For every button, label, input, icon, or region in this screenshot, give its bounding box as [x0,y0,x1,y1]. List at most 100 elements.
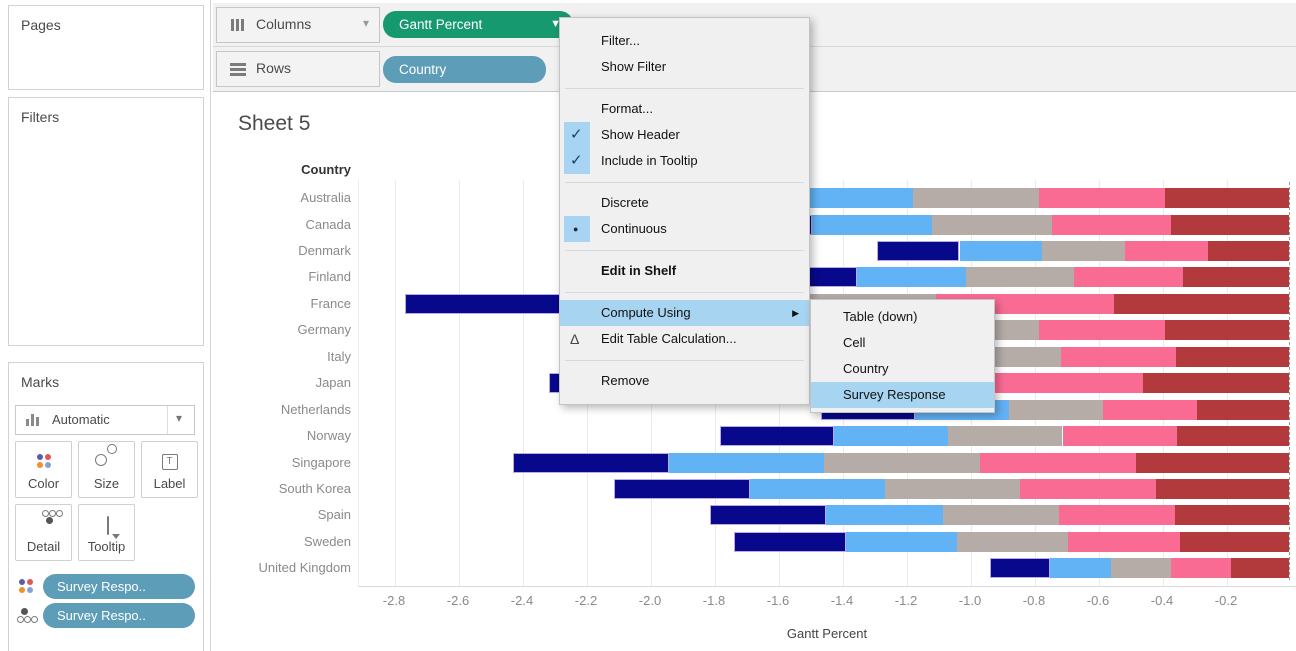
bar-segment[interactable] [1061,346,1177,367]
columns-shelf-header[interactable]: Columns ▾ [216,7,380,43]
bar-segment[interactable] [948,426,1063,446]
bar-segment[interactable] [932,214,1052,235]
gantt-percent-pill[interactable]: Gantt Percent ▼ [383,11,573,38]
country-label[interactable]: Sweden [304,533,351,549]
country-label[interactable]: Finland [308,269,351,285]
detail-button[interactable]: Detail [15,504,72,561]
submenu-item-cell[interactable]: Cell [843,335,866,350]
label-button[interactable]: T Label [141,441,198,498]
bar-segment[interactable] [1179,531,1289,552]
bar-segment[interactable] [1135,452,1289,473]
bar-segment[interactable] [513,452,669,473]
bar-segment[interactable] [942,505,1059,526]
menu-item-format[interactable]: Format... [560,96,809,122]
bar-segment[interactable] [956,531,1069,552]
bar-segment[interactable] [1176,426,1289,446]
bar-segment[interactable] [1008,399,1103,420]
bar-segment[interactable] [857,267,966,288]
country-label[interactable]: United Kingdom [258,560,352,576]
bar-segment[interactable] [1038,320,1165,341]
chevron-down-icon[interactable] [167,406,194,434]
marks-card[interactable]: Marks Automatic Color Size T Label Detai… [8,362,204,651]
tooltip-button[interactable]: Tooltip [78,504,135,561]
menu-item-show-filter[interactable]: Show Filter [560,54,809,80]
pill-menu-caret-icon[interactable]: ▼ [550,18,561,30]
bar-segment[interactable] [1051,214,1172,235]
bar-segment[interactable] [719,426,834,446]
bar-segment[interactable] [1068,531,1180,552]
pages-shelf[interactable]: Pages [8,5,204,90]
country-pill[interactable]: Country [383,56,546,83]
menu-item-filter[interactable]: Filter... [560,28,809,54]
bar-segment[interactable] [1182,267,1289,288]
marks-pill-color-survey-response[interactable]: Survey Respo.. [43,574,195,599]
bar-segment[interactable] [734,531,846,552]
country-label[interactable]: South Korea [278,480,351,496]
bar-segment[interactable] [1164,320,1289,341]
menu-item-compute-using[interactable]: Compute Using ▶ [560,300,809,326]
bar-segment[interactable] [834,426,949,446]
country-label[interactable]: Japan [315,375,351,391]
bar-segment[interactable] [1208,240,1289,261]
submenu-item-country[interactable]: Country [843,361,889,376]
bar-segment[interactable] [876,240,960,261]
bar-segment[interactable] [710,505,827,526]
country-label[interactable]: France [310,295,351,311]
menu-item-include-in-tooltip[interactable]: Include in Tooltip [560,148,809,174]
bar-segment[interactable] [614,478,750,499]
size-button[interactable]: Size [78,441,135,498]
color-button[interactable]: Color [15,441,72,498]
menu-item-continuous[interactable]: Continuous [560,216,809,242]
country-label[interactable]: Norway [306,428,351,443]
bar-segment[interactable] [1113,293,1289,314]
bar-segment[interactable] [912,188,1039,208]
country-label[interactable]: Spain [317,507,351,523]
bar-segment[interactable] [1176,346,1289,367]
bar-segment[interactable] [1125,240,1209,261]
bar-segment[interactable] [1050,558,1111,579]
sheet-title[interactable]: Sheet 5 [238,112,311,135]
bar-segment[interactable] [786,188,913,208]
bar-segment[interactable] [1171,214,1289,235]
bar-segment[interactable] [404,293,582,314]
bar-segment[interactable] [749,478,885,499]
bar-segment[interactable] [994,373,1143,394]
country-label[interactable]: Canada [305,216,351,232]
bar-segment[interactable] [959,240,1043,261]
bar-segment[interactable] [1142,373,1289,394]
submenu-item-table-down[interactable]: Table (down) [843,309,918,324]
bar-segment[interactable] [824,452,980,473]
row-header-country[interactable]: Country [301,162,351,177]
bar-segment[interactable] [1102,399,1197,420]
bar-segment[interactable] [1155,478,1289,499]
menu-item-show-header[interactable]: Show Header [560,122,809,148]
country-label[interactable]: Australia [300,190,351,205]
bar-segment[interactable] [1196,399,1289,420]
bar-segment[interactable] [1110,558,1171,579]
menu-item-remove[interactable]: Remove [560,368,809,394]
country-label[interactable]: Germany [297,322,351,338]
chevron-down-icon[interactable]: ▾ [362,16,369,30]
bar-segment[interactable] [980,452,1136,473]
menu-item-discrete[interactable]: Discrete [560,190,809,216]
submenu-item-survey-response[interactable]: Survey Response [811,382,994,408]
bar-segment[interactable] [1020,478,1156,499]
country-label[interactable]: Denmark [298,242,351,258]
bar-segment[interactable] [1164,188,1289,208]
bar-segment[interactable] [1042,240,1126,261]
marks-pill-detail-survey-response[interactable]: Survey Respo.. [43,603,195,628]
country-label[interactable]: Italy [327,348,351,364]
bar-segment[interactable] [884,478,1021,499]
bar-segment[interactable] [1074,267,1183,288]
bar-segment[interactable] [1058,505,1175,526]
country-label[interactable]: Singapore [291,454,351,470]
bar-segment[interactable] [1170,558,1231,579]
bar-segment[interactable] [1174,505,1289,526]
menu-item-edit-table-calculation[interactable]: Edit Table Calculation... [560,326,809,352]
bar-segment[interactable] [845,531,957,552]
bar-segment[interactable] [965,267,1075,288]
bar-segment[interactable] [990,558,1051,579]
bar-segment[interactable] [668,452,825,473]
rows-shelf-header[interactable]: Rows [216,51,380,87]
bar-segment[interactable] [1230,558,1289,579]
